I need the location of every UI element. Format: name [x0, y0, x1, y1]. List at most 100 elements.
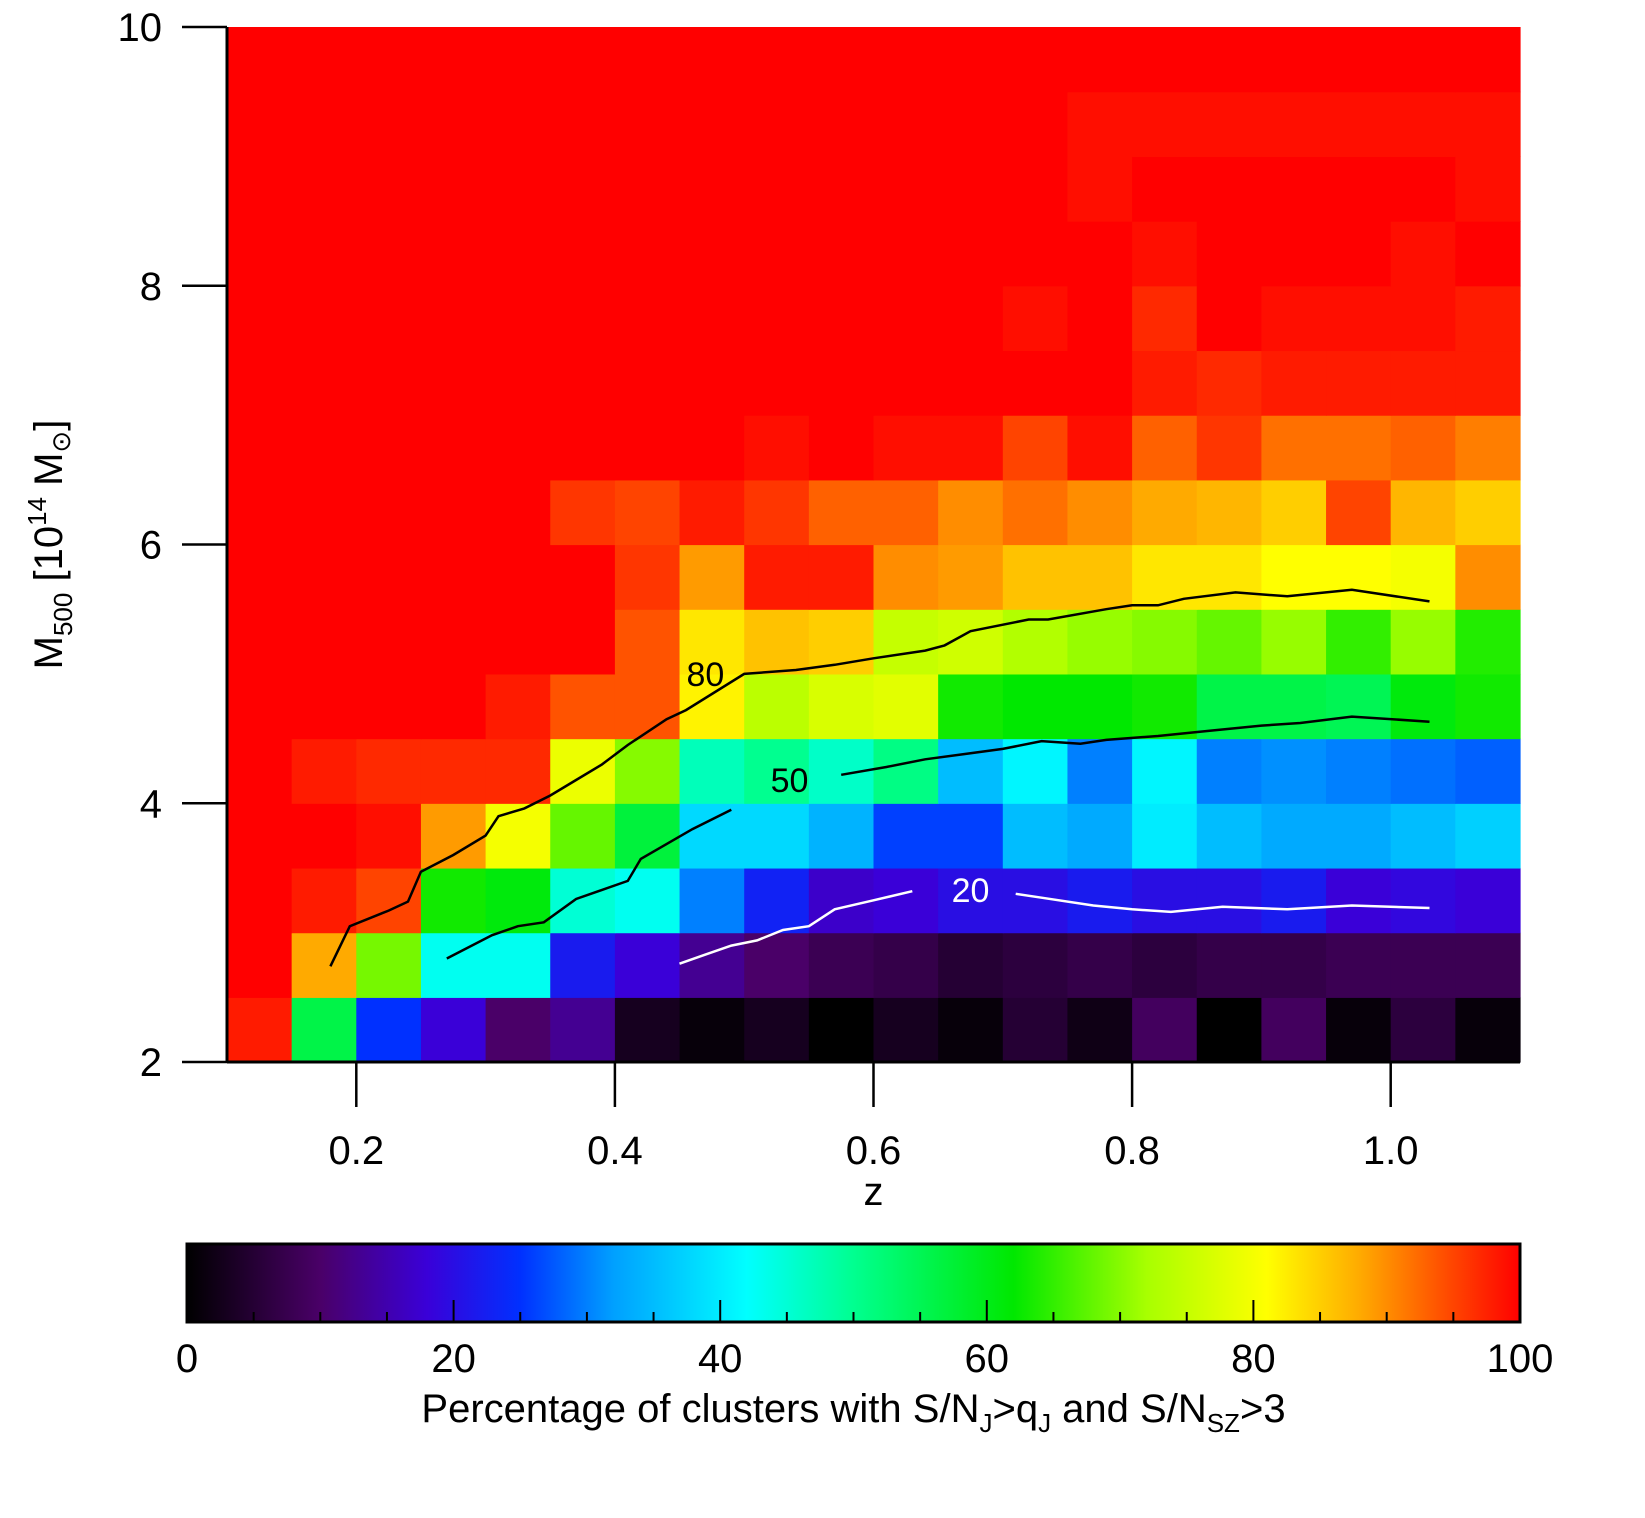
heatmap-cell	[1455, 27, 1521, 93]
heatmap-cell	[550, 415, 616, 481]
heatmap-cell	[808, 27, 875, 93]
heatmap-cell	[679, 544, 745, 610]
heatmap-cell	[291, 997, 357, 1063]
heatmap-cell	[614, 221, 681, 287]
x-tick-label: 0.6	[846, 1129, 902, 1173]
heatmap-cell	[1390, 479, 1456, 546]
heatmap-cell	[1326, 350, 1392, 416]
heatmap-cell	[744, 544, 810, 610]
heatmap-cell	[808, 544, 875, 610]
heatmap-cell	[1261, 932, 1327, 998]
colorbar-tick-label: 80	[1231, 1337, 1276, 1381]
heatmap-cell	[550, 803, 616, 869]
heatmap-cell	[744, 673, 810, 740]
heatmap-cell	[227, 156, 293, 222]
heatmap-cell	[1002, 997, 1069, 1063]
heatmap-cell	[550, 479, 616, 546]
heatmap-cell	[420, 221, 487, 287]
heatmap-cell	[1390, 544, 1456, 610]
heatmap-cell	[1196, 738, 1262, 804]
heatmap-cell	[420, 285, 487, 352]
colorbar-tick-label: 20	[431, 1337, 476, 1381]
heatmap-cell	[1261, 27, 1327, 93]
heatmap-cell	[808, 479, 875, 546]
heatmap-cell	[291, 544, 357, 610]
heatmap-cell	[420, 867, 487, 934]
heatmap-cell	[614, 867, 681, 934]
heatmap-cell	[291, 156, 357, 222]
heatmap-cell	[679, 415, 745, 481]
heatmap-cell	[873, 156, 939, 222]
heatmap-cell	[291, 932, 357, 998]
heatmap-cell	[1326, 156, 1392, 222]
contour-80-line	[329, 588, 1430, 967]
heatmap-cell	[744, 91, 810, 157]
heatmap-cell	[744, 867, 810, 934]
heatmap-cell	[1326, 285, 1392, 352]
heatmap-cell	[550, 544, 616, 610]
heatmap-cell	[614, 609, 681, 675]
heatmap-cell	[420, 803, 487, 869]
heatmap-cell	[1390, 221, 1456, 287]
contour-20-line	[679, 889, 913, 965]
heatmap-cell	[1455, 156, 1521, 222]
heatmap-cell	[485, 673, 551, 740]
heatmap-cell	[1067, 415, 1133, 481]
heatmap-cell	[614, 932, 681, 998]
heatmap-cell	[485, 156, 551, 222]
heatmap-cell	[1196, 221, 1262, 287]
heatmap-cell	[1390, 91, 1456, 157]
heatmap-cell	[1002, 350, 1069, 416]
heatmap-cell	[744, 156, 810, 222]
heatmap-cell	[1455, 350, 1521, 416]
colorbar-tick-label: 40	[698, 1337, 743, 1381]
heatmap-cell	[614, 997, 681, 1063]
heatmap-cell	[1455, 867, 1521, 934]
colorbar-tick-label: 100	[1487, 1337, 1554, 1381]
heatmap-cell	[614, 156, 681, 222]
heatmap-cell	[1326, 27, 1392, 93]
heatmap-cell	[356, 27, 422, 93]
heatmap-cell	[679, 609, 745, 675]
heatmap-cell	[1455, 221, 1521, 287]
heatmap-cell	[227, 285, 293, 352]
heatmap-cell	[614, 673, 681, 740]
heatmap-cell	[614, 91, 681, 157]
heatmap-cell	[938, 91, 1004, 157]
heatmap-cell	[1132, 221, 1198, 287]
heatmap-cell	[356, 479, 422, 546]
heatmap-cell	[1326, 609, 1392, 675]
heatmap-cell	[1196, 609, 1262, 675]
heatmap-cell	[808, 867, 875, 934]
heatmap-cell	[356, 738, 422, 804]
heatmap-cell	[485, 91, 551, 157]
x-tick-label: 1.0	[1363, 1129, 1419, 1173]
heatmap-cell	[744, 285, 810, 352]
heatmap-cell	[485, 479, 551, 546]
x-tick-label: 0.8	[1104, 1129, 1160, 1173]
heatmap-cell	[1067, 803, 1133, 869]
heatmap-cell	[873, 867, 939, 934]
heatmap-cell	[356, 673, 422, 740]
contour-lines: 80 50 20	[329, 588, 1430, 967]
colorbar-axis: 0 20 40 60 80 100	[176, 1300, 1554, 1381]
heatmap-cell	[938, 544, 1004, 610]
heatmap-cell	[1196, 803, 1262, 869]
heatmap-cell	[1196, 544, 1262, 610]
heatmap-cell	[614, 350, 681, 416]
heatmap-cell	[938, 673, 1004, 740]
heatmap-cell	[1132, 415, 1198, 481]
heatmap-cell	[485, 932, 551, 998]
heatmap-cell	[291, 609, 357, 675]
heatmap-cell	[420, 27, 487, 93]
heatmap-cell	[227, 932, 293, 998]
heatmap-cell	[356, 544, 422, 610]
heatmap-cell	[1196, 415, 1262, 481]
heatmap-cell	[744, 609, 810, 675]
heatmap-cell	[1002, 738, 1069, 804]
heatmap-cell	[1261, 350, 1327, 416]
heatmap-cell	[938, 221, 1004, 287]
heatmap-cell	[356, 350, 422, 416]
heatmap-cell	[679, 738, 745, 804]
heatmap-cell	[1261, 544, 1327, 610]
